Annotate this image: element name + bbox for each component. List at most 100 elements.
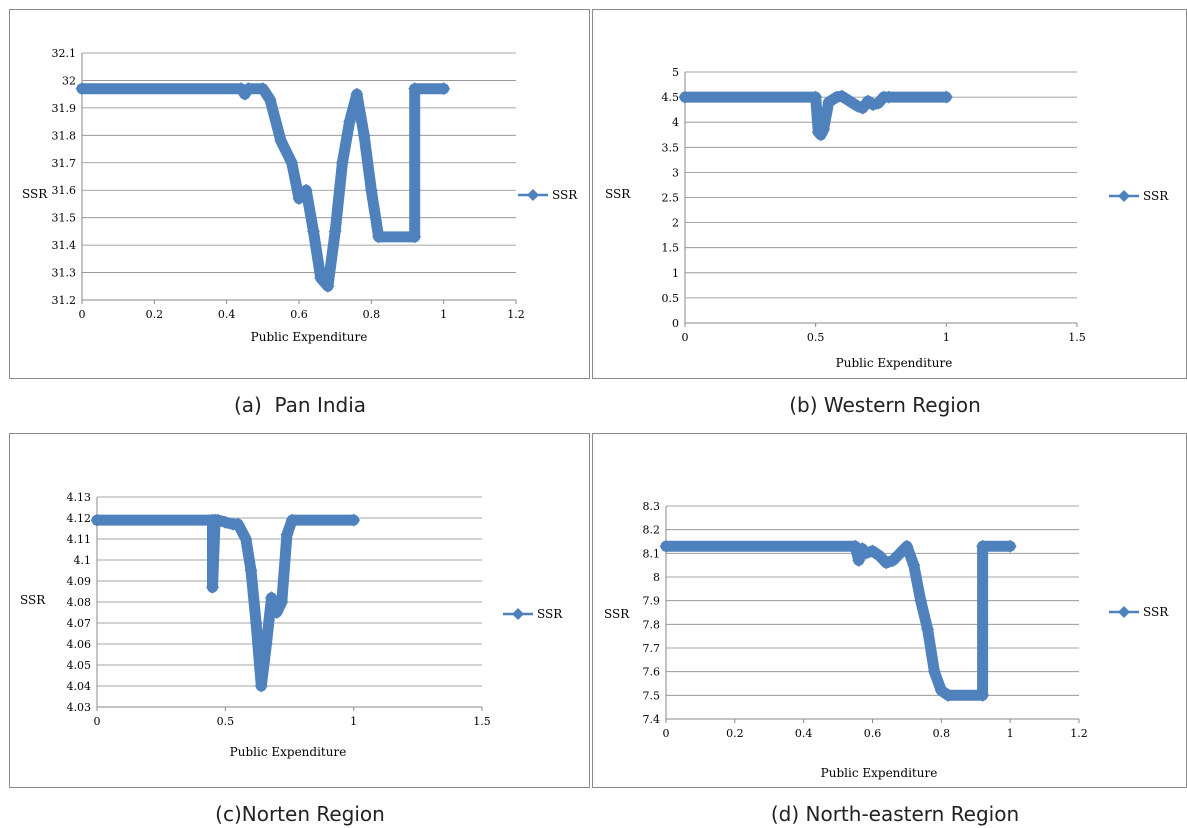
x-tick-label: 0 [79, 308, 86, 321]
data-point-ssr [872, 549, 886, 563]
series-line-ssr [91, 514, 360, 692]
x-tick-label: 1.5 [1068, 331, 1086, 344]
data-point-ssr [239, 532, 253, 546]
y-tick-label: 31.8 [52, 129, 77, 142]
y-tick-label: 8.2 [643, 524, 661, 537]
y-tick-label: 1.5 [662, 242, 680, 255]
y-tick-label: 4.08 [67, 596, 92, 609]
data-point-ssr [343, 115, 357, 129]
y-tick-label: 8 [653, 571, 660, 584]
y-tick-label: 4.07 [67, 617, 92, 630]
caption-northern-region: (c)Norten Region [215, 802, 385, 826]
data-point-ssr [321, 279, 335, 293]
y-tick-label: 0.5 [662, 292, 680, 305]
data-point-ssr [364, 183, 378, 197]
data-point-ssr [678, 90, 692, 104]
y-tick-label: 4.06 [67, 638, 92, 651]
y-tick-label: 4.09 [67, 575, 92, 588]
data-point-ssr [259, 637, 273, 651]
legend-label-ssr: SSR [537, 607, 563, 621]
x-tick-label: 1 [1007, 727, 1014, 740]
data-point-ssr [921, 622, 935, 636]
y-tick-label: 4.11 [67, 533, 92, 546]
chart-svg-pan-india: 31.2 31.3 31.4 31.5 31.6 31.7 31.8 31.9 32 32.1 0 0… [22, 47, 578, 344]
chart-svg-northern-region: 4.03 4.04 4.05 4.06 4.07 4.08 4.09 4.1 4.11 4.12 4… [20, 491, 563, 759]
x-tick-label: 0.2 [146, 308, 164, 321]
data-point-ssr [372, 230, 386, 244]
data-point-ssr [347, 513, 361, 527]
y-tick-label: 4.05 [67, 659, 92, 672]
y-axis-label: SSR [604, 607, 630, 621]
x-tick-label: 1 [943, 331, 950, 344]
x-axis-label: Public Expenditure [836, 356, 953, 370]
x-tick-label: 0.5 [217, 715, 235, 728]
chart-panel-pan-india: 31.2 31.3 31.4 31.5 31.6 31.7 31.8 31.9 32 32.1 0 0… [9, 9, 590, 379]
y-tick-label: 31.2 [52, 294, 77, 307]
data-point-ssr [314, 271, 328, 285]
data-point-ssr [1003, 539, 1017, 553]
y-tick-label: 0 [672, 317, 679, 330]
data-point-ssr [927, 665, 941, 679]
y-tick-label: 2 [672, 217, 679, 230]
y-tick-label: 7.4 [643, 713, 661, 726]
chart-svg-western-region: 0 0.5 1 1.5 2 2.5 3 3.5 4 4.5 5 0 0.5 1 1.5 Public Expe… [605, 66, 1169, 370]
y-tick-label: 3.5 [662, 141, 680, 154]
data-point-ssr [265, 591, 279, 605]
data-point-ssr [292, 191, 306, 205]
y-tick-label: 4.5 [662, 91, 680, 104]
x-tick-label: 1.2 [1070, 727, 1088, 740]
legend-label-ssr: SSR [1143, 189, 1169, 203]
x-tick-label: 0.8 [933, 727, 951, 740]
y-tick-label: 4.03 [67, 701, 92, 714]
x-tick-label: 1 [350, 715, 357, 728]
series-line-ssr [76, 83, 450, 292]
y-tick-label: 8.3 [643, 500, 661, 513]
data-point-ssr [852, 553, 866, 567]
data-point-ssr [886, 553, 900, 567]
x-axis-label: Public Expenditure [230, 745, 347, 759]
x-tick-label: 0.5 [807, 331, 825, 344]
series-line-core [97, 519, 354, 687]
legend-marker-ssr [1118, 190, 1130, 202]
data-point-ssr [206, 580, 219, 594]
legend-marker-ssr [1118, 606, 1130, 618]
x-tick-label: 0 [94, 715, 101, 728]
data-point-ssr [244, 564, 258, 577]
data-point-ssr [274, 134, 288, 148]
caption-western-region: (b) Western Region [789, 393, 981, 417]
legend-marker-ssr [512, 608, 524, 620]
y-tick-label: 31.7 [52, 157, 77, 170]
x-tick-label: 0.6 [290, 308, 308, 321]
y-axis-label: SSR [20, 593, 46, 607]
data-point-ssr [941, 688, 955, 702]
y-tick-label: 4.13 [67, 491, 92, 504]
data-point-ssr [357, 128, 371, 142]
legend-marker-ssr [527, 189, 539, 201]
data-point-ssr [280, 528, 294, 542]
y-tick-label: 31.3 [52, 267, 77, 280]
data-point-ssr [275, 595, 289, 609]
y-tick-label: 5 [672, 66, 679, 79]
data-point-ssr [231, 517, 245, 531]
chart-panel-northern-region: 4.03 4.04 4.05 4.06 4.07 4.08 4.09 4.1 4.11 4.12 4… [9, 433, 590, 788]
x-tick-label: 0.4 [795, 727, 813, 740]
y-tick-label: 7.9 [643, 595, 661, 608]
y-tick-label: 32.1 [52, 47, 77, 60]
data-point-ssr [249, 616, 263, 630]
x-tick-label: 1.5 [473, 715, 491, 728]
data-point-ssr [306, 224, 320, 238]
y-tick-label: 8.1 [643, 547, 661, 560]
y-axis-label: SSR [605, 187, 631, 201]
chart-svg-north-eastern-region: 7.4 7.5 7.6 7.7 7.8 7.9 8 8.1 8.2 8.3 0 0.2 0.4 0.6 0.… [604, 500, 1169, 780]
data-point-ssr [861, 94, 875, 108]
data-point-ssr [328, 224, 342, 238]
data-point-ssr [299, 183, 313, 197]
series-line-core [666, 544, 1011, 697]
data-point-ssr [90, 513, 104, 527]
caption-north-eastern-region: (d) North-eastern Region [770, 802, 1020, 826]
legend-label-ssr: SSR [1143, 605, 1169, 619]
series-line-ssr [660, 540, 1016, 701]
y-tick-label: 31.4 [52, 239, 77, 252]
data-point-ssr [879, 556, 893, 570]
y-tick-label: 1 [672, 267, 679, 280]
